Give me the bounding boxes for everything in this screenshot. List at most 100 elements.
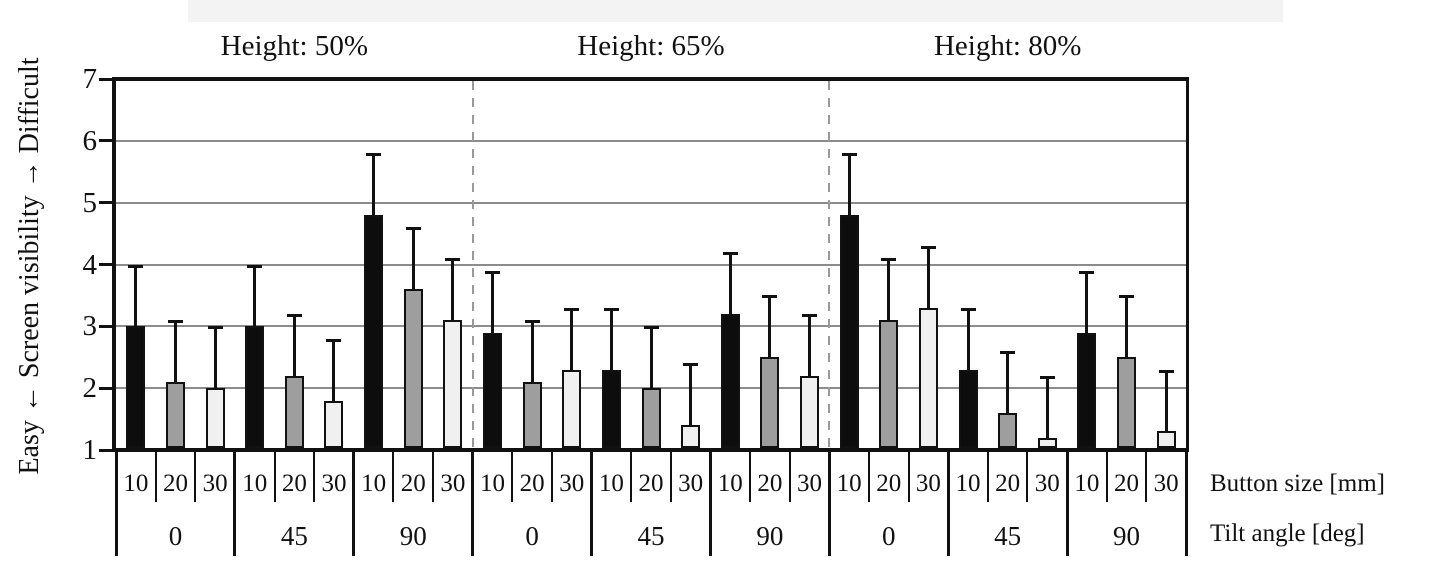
tilt-label: 45 xyxy=(637,521,665,551)
error-whisker xyxy=(292,313,296,376)
size-label: 30 xyxy=(321,470,347,497)
size-label: 20 xyxy=(995,470,1021,497)
bar-65-tilt90-size30 xyxy=(800,375,820,448)
size-label: 20 xyxy=(519,470,545,497)
cell-divider xyxy=(1145,452,1148,502)
cell-divider xyxy=(154,452,157,502)
cell-divider xyxy=(392,452,395,502)
group-divider xyxy=(1184,452,1188,556)
group-divider xyxy=(946,452,950,556)
bar-65-tilt0-size10 xyxy=(482,332,502,448)
group-divider xyxy=(114,452,118,556)
y-tick-mark xyxy=(99,448,112,452)
cell-divider xyxy=(867,452,870,502)
error-whisker xyxy=(490,270,494,333)
tilt-label: 90 xyxy=(399,521,427,551)
y-tick-label: 6 xyxy=(82,124,98,157)
size-label: 10 xyxy=(717,470,743,497)
error-whisker xyxy=(372,153,376,216)
error-whisker xyxy=(808,313,812,376)
error-cap xyxy=(1079,270,1095,274)
scan-artifact-band xyxy=(188,0,1283,22)
plot-border-left xyxy=(112,77,116,452)
bar-80-tilt0-size20 xyxy=(879,320,899,448)
error-whisker xyxy=(768,295,772,358)
size-label: 10 xyxy=(836,470,862,497)
error-cap xyxy=(722,252,738,256)
bar-50-tilt45-size20 xyxy=(284,375,304,448)
bar-80-tilt45-size10 xyxy=(958,369,978,448)
error-whisker xyxy=(530,320,534,382)
error-cap xyxy=(960,307,976,311)
size-label: 30 xyxy=(915,470,941,497)
cell-divider xyxy=(432,452,435,502)
size-label: 20 xyxy=(162,470,188,497)
x-axis-caption-tilt-angle: Tilt angle [deg] xyxy=(1210,520,1365,547)
cell-divider xyxy=(313,452,316,502)
bar-80-tilt90-size30 xyxy=(1156,431,1176,448)
y-tick-mark xyxy=(99,139,112,143)
tilt-label: 90 xyxy=(1113,521,1141,551)
error-whisker xyxy=(213,326,217,389)
error-whisker xyxy=(1006,351,1010,413)
grid-line xyxy=(116,201,1186,204)
grid-line xyxy=(116,139,1186,142)
size-label: 10 xyxy=(598,470,624,497)
error-cap xyxy=(1158,369,1174,373)
error-whisker xyxy=(887,258,891,321)
error-cap xyxy=(762,295,778,299)
bar-65-tilt90-size10 xyxy=(720,313,740,448)
cell-divider xyxy=(630,452,633,502)
tilt-label: 90 xyxy=(756,521,784,551)
error-cap xyxy=(802,313,818,317)
cell-divider xyxy=(273,452,276,502)
size-label: 10 xyxy=(955,470,981,497)
error-whisker xyxy=(689,363,693,426)
error-whisker xyxy=(570,307,574,370)
bar-50-tilt90-size10 xyxy=(364,215,384,448)
tilt-label: 45 xyxy=(280,521,308,551)
bar-80-tilt0-size30 xyxy=(918,307,938,448)
y-tick-mark xyxy=(99,201,112,205)
error-cap xyxy=(524,320,540,324)
size-label: 10 xyxy=(1074,470,1100,497)
plot-border-top xyxy=(112,77,1189,81)
error-cap xyxy=(405,227,421,231)
panel-header: Height: 80% xyxy=(933,30,1082,62)
tilt-label: 45 xyxy=(994,521,1022,551)
error-whisker xyxy=(1125,295,1129,358)
error-cap xyxy=(564,307,580,311)
bar-50-tilt0-size20 xyxy=(165,381,185,448)
error-cap xyxy=(128,264,144,268)
size-label: 10 xyxy=(123,470,149,497)
error-whisker xyxy=(332,338,336,401)
error-whisker xyxy=(649,326,653,389)
error-whisker xyxy=(728,252,732,314)
cell-divider xyxy=(669,452,672,502)
bar-65-tilt90-size20 xyxy=(760,357,780,448)
error-cap xyxy=(920,245,936,249)
error-cap xyxy=(1000,351,1016,355)
size-label: 20 xyxy=(1114,470,1140,497)
size-label: 30 xyxy=(1153,470,1179,497)
cell-divider xyxy=(550,452,553,502)
group-divider xyxy=(590,452,594,556)
cell-divider xyxy=(194,452,197,502)
error-cap xyxy=(1119,295,1135,299)
bar-80-tilt90-size10 xyxy=(1077,332,1097,448)
size-label: 30 xyxy=(797,470,823,497)
plot-border-bottom xyxy=(112,448,1189,452)
size-label: 30 xyxy=(559,470,585,497)
error-cap xyxy=(286,313,302,317)
cell-divider xyxy=(1026,452,1029,502)
error-cap xyxy=(207,326,223,330)
panel-divider xyxy=(471,81,474,452)
error-cap xyxy=(167,320,183,324)
tilt-label: 0 xyxy=(525,521,539,551)
bar-65-tilt45-size30 xyxy=(681,425,701,448)
error-whisker xyxy=(1164,369,1168,432)
bar-80-tilt45-size20 xyxy=(998,412,1018,448)
error-whisker xyxy=(411,227,415,290)
panel-header: Height: 50% xyxy=(220,30,369,62)
